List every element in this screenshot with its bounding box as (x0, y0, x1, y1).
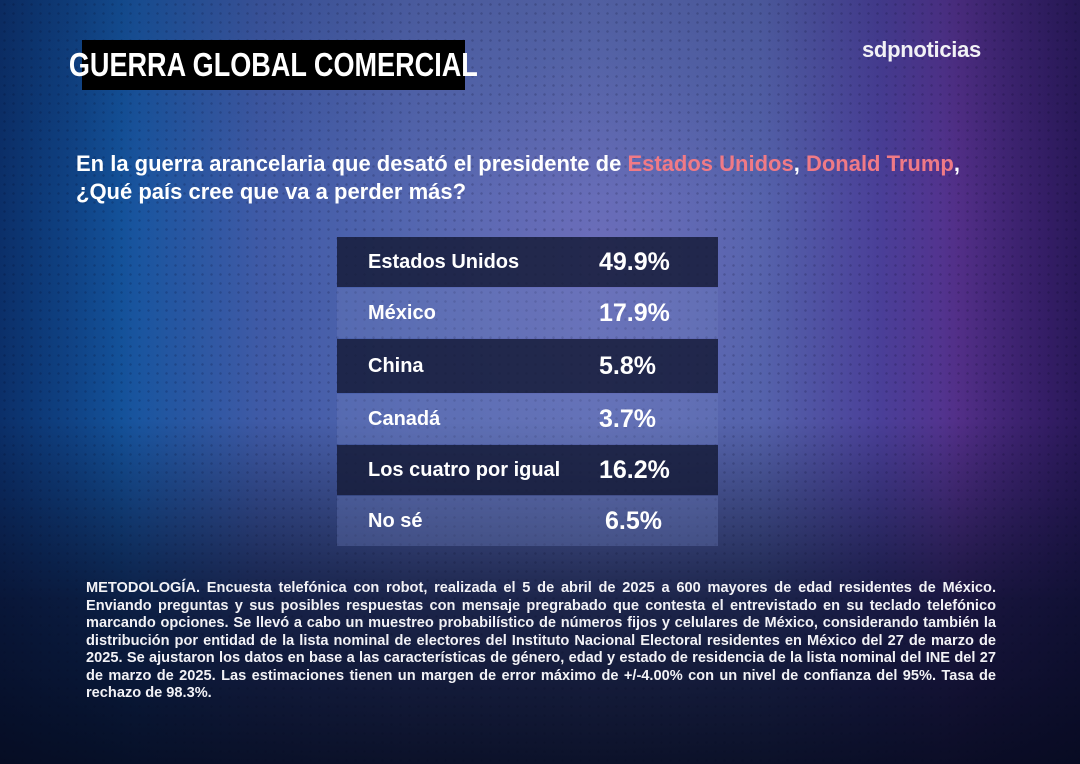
question-highlight-country: Estados Unidos (627, 151, 794, 176)
question-separator: , (793, 151, 806, 176)
table-row: México 17.9% (337, 288, 718, 338)
methodology-note: METODOLOGÍA. Encuesta telefónica con rob… (86, 580, 996, 701)
row-value: 3.7% (599, 404, 656, 433)
table-row: China 5.8% (337, 339, 718, 393)
table-row: Los cuatro por igual 16.2% (337, 445, 718, 495)
question-highlight-person: Donald Trump (805, 151, 954, 176)
row-value: 6.5% (605, 506, 662, 535)
row-label: No sé (368, 509, 423, 532)
row-value: 17.9% (599, 298, 670, 327)
survey-question: En la guerra arancelaria que desató el p… (76, 150, 1036, 206)
table-row: Canadá 3.7% (337, 394, 718, 444)
question-comma: , (953, 151, 960, 176)
row-value: 16.2% (599, 455, 670, 484)
row-label: Estados Unidos (368, 250, 520, 273)
row-value: 49.9% (599, 247, 670, 276)
row-label: Los cuatro por igual (368, 458, 561, 481)
row-value: 5.8% (599, 351, 656, 380)
section-title-box: GUERRA GLOBAL COMERCIAL (69, 40, 478, 90)
table-row: Estados Unidos 49.9% (337, 237, 718, 287)
results-table: Estados Unidos 49.9% México 17.9% China … (337, 237, 718, 547)
row-label: México (368, 301, 436, 324)
row-label: Canadá (368, 407, 441, 430)
question-line-2: ¿Qué país cree que va a perder más? (76, 179, 467, 204)
row-label: China (368, 354, 424, 377)
table-row: No sé 6.5% (337, 496, 718, 546)
brand-logo: sdpnoticias (862, 37, 981, 62)
section-title: GUERRA GLOBAL COMERCIAL (69, 46, 478, 83)
question-text: En la guerra arancelaria que desató el p… (76, 151, 628, 176)
